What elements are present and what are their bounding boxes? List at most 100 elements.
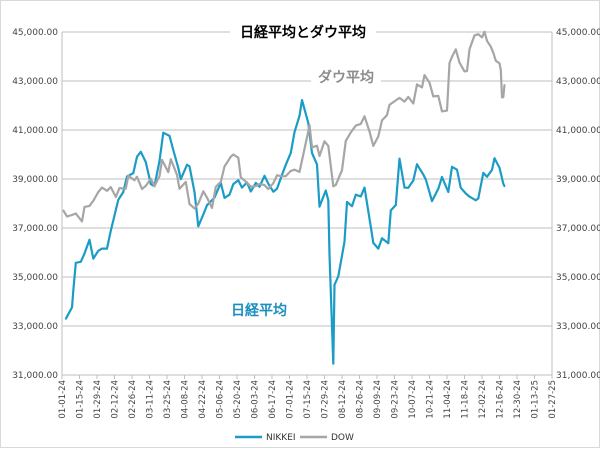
data-point-nikkei xyxy=(451,165,453,168)
data-point-dow xyxy=(254,185,257,188)
data-point-nikkei xyxy=(83,252,86,255)
data-point-dow xyxy=(466,70,468,72)
data-point-dow xyxy=(158,175,161,178)
data-point-nikkei xyxy=(464,192,467,195)
data-point-nikkei xyxy=(179,178,182,181)
y-tick-label-right: 31,000.00 xyxy=(556,371,600,381)
data-point-nikkei xyxy=(171,144,173,147)
data-point-dow xyxy=(437,95,440,97)
data-point-dow xyxy=(161,159,163,161)
data-point-nikkei xyxy=(389,209,392,212)
data-point-dow xyxy=(323,140,326,143)
data-point-nikkei xyxy=(468,195,471,198)
data-point-nikkei xyxy=(441,176,443,178)
data-point-nikkei xyxy=(403,186,406,189)
y-tick-label-right: 35,000.00 xyxy=(556,273,600,283)
data-point-dow xyxy=(97,191,100,193)
data-point-dow xyxy=(229,155,232,158)
chart-title-box xyxy=(230,20,376,44)
data-point-nikkei xyxy=(106,247,108,250)
data-point-nikkei xyxy=(249,190,252,193)
data-point-nikkei xyxy=(332,362,335,365)
data-point-dow xyxy=(412,102,415,105)
data-point-dow xyxy=(88,205,91,207)
x-tick-label: 07-29-24 xyxy=(321,380,331,419)
data-point-nikkei xyxy=(416,163,418,166)
y-tick-label-left: 39,000.00 xyxy=(12,175,58,185)
x-tick-label: 06-03-24 xyxy=(251,380,261,419)
data-point-dow xyxy=(446,109,448,112)
data-point-nikkei xyxy=(122,191,125,193)
legend-label-dow: DOW xyxy=(331,433,354,443)
data-point-dow xyxy=(481,36,483,39)
data-point-nikkei xyxy=(228,193,231,196)
data-point-dow xyxy=(298,171,301,173)
x-tick-label: 04-22-24 xyxy=(198,380,208,419)
data-point-dow xyxy=(416,83,418,86)
data-point-nikkei xyxy=(289,151,292,154)
data-point-dow xyxy=(66,215,68,218)
data-point-dow xyxy=(293,168,296,171)
data-point-nikkei xyxy=(237,179,240,182)
data-point-nikkei xyxy=(258,185,261,188)
data-point-nikkei xyxy=(162,131,165,134)
data-point-dow xyxy=(136,175,138,178)
x-tick-label: 12-16-24 xyxy=(496,380,506,419)
data-point-nikkei xyxy=(351,205,353,208)
data-point-nikkei xyxy=(92,257,95,260)
data-point-nikkei xyxy=(254,182,257,184)
x-tick-label: 01-29-24 xyxy=(93,380,103,419)
x-tick-label: 08-12-24 xyxy=(338,380,348,419)
data-point-nikkei xyxy=(328,253,331,256)
x-tick-label: 05-20-24 xyxy=(233,380,243,419)
data-point-nikkei xyxy=(474,199,477,202)
data-point-nikkei xyxy=(498,166,501,169)
data-point-nikkei xyxy=(327,199,330,202)
data-point-nikkei xyxy=(136,155,138,158)
data-point-nikkei xyxy=(301,99,303,101)
data-point-dow xyxy=(494,59,497,62)
data-point-dow xyxy=(284,175,287,178)
data-point-nikkei xyxy=(398,157,401,160)
data-point-nikkei xyxy=(88,238,91,241)
data-point-nikkei xyxy=(486,175,488,178)
data-point-nikkei xyxy=(193,191,196,193)
data-point-nikkei xyxy=(101,247,103,250)
data-point-dow xyxy=(381,119,383,122)
x-tick-label: 01-15-24 xyxy=(76,380,86,419)
data-point-nikkei xyxy=(197,225,200,228)
data-point-dow xyxy=(394,99,397,102)
legend-label-nikkei: NIKKEI xyxy=(266,433,296,443)
data-point-nikkei xyxy=(459,186,462,189)
x-tick-label: 01-01-24 xyxy=(58,380,68,419)
data-point-nikkei xyxy=(359,195,362,198)
data-point-dow xyxy=(188,203,191,205)
data-point-nikkei xyxy=(71,306,73,309)
data-point-dow xyxy=(498,62,501,65)
data-point-dow xyxy=(386,114,388,116)
data-point-nikkei xyxy=(241,186,243,189)
data-point-dow xyxy=(202,190,205,193)
data-point-nikkei xyxy=(158,160,161,162)
data-point-dow xyxy=(302,153,305,156)
data-point-dow xyxy=(428,81,431,84)
data-point-nikkei xyxy=(412,179,415,182)
data-point-dow xyxy=(124,187,127,190)
data-point-dow xyxy=(141,188,143,190)
data-point-dow xyxy=(223,165,226,168)
data-point-dow xyxy=(176,173,178,176)
data-point-dow xyxy=(398,97,401,99)
data-point-dow xyxy=(276,174,278,177)
data-point-nikkei xyxy=(298,114,301,117)
data-point-nikkei xyxy=(346,201,348,203)
data-point-dow xyxy=(318,155,321,157)
data-point-nikkei xyxy=(276,187,278,190)
data-point-nikkei xyxy=(186,163,188,166)
data-point-dow xyxy=(372,145,375,147)
data-point-dow xyxy=(492,51,495,54)
x-tick-label: 07-01-24 xyxy=(286,380,296,419)
data-point-dow xyxy=(169,158,172,161)
data-point-dow xyxy=(432,95,435,98)
x-tick-label: 11-04-24 xyxy=(443,380,453,419)
